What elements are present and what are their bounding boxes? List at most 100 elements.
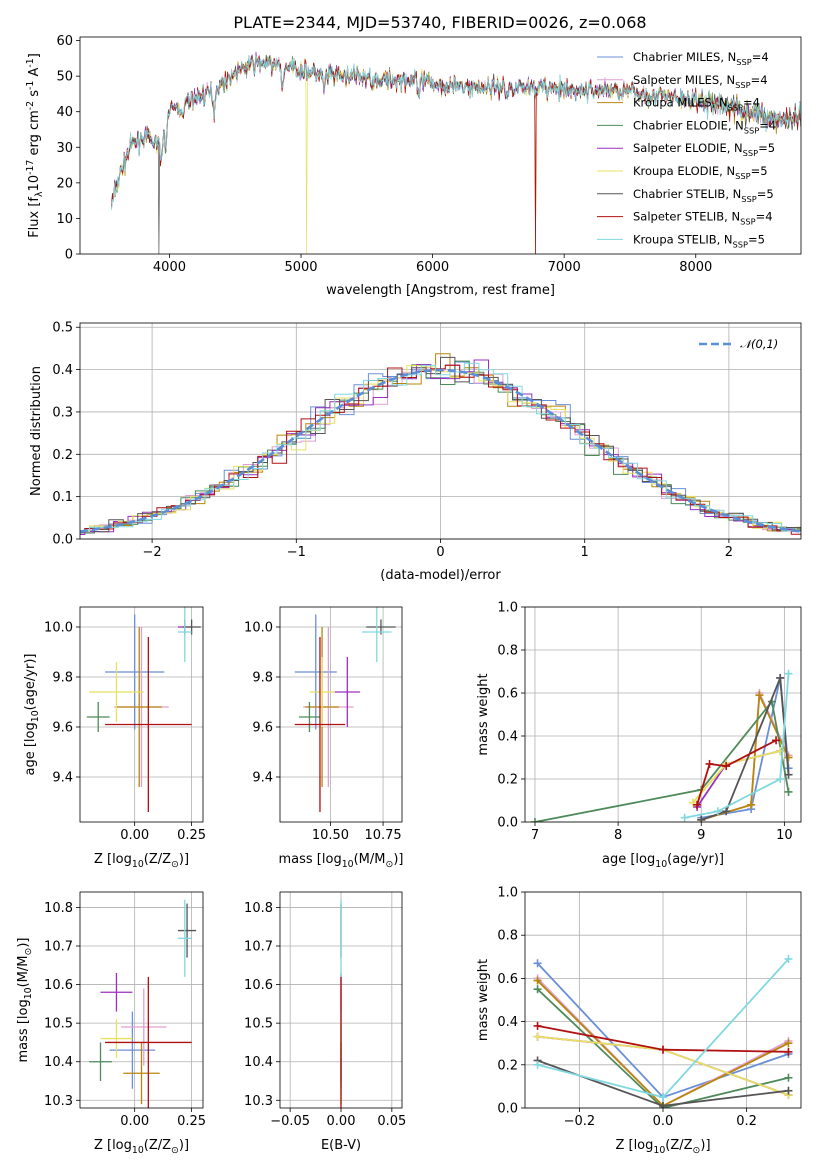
y-tick-label: 1.0 (497, 601, 518, 616)
error-bar-point (100, 1019, 133, 1058)
spectrum-series-line (111, 55, 801, 211)
y-tick-label: 10.5 (244, 1017, 273, 1032)
y-tick-label: 10.7 (244, 940, 273, 955)
legend-entry: Chabrier MILES, NSSP​=4 (633, 50, 769, 67)
legend-entry: Chabrier ELODIE, NSSP​=4 (633, 118, 776, 135)
error-bar-point (86, 702, 110, 732)
x-axis-label: Z [log10​(Z/Z⊙​)] (94, 852, 189, 870)
y-tick-label: 0 (65, 248, 73, 263)
y-tick-label: 10.4 (244, 1055, 273, 1070)
y-tick-label: 10.8 (44, 901, 73, 916)
error-bar-point (89, 1042, 112, 1081)
figure-title: PLATE=2344, MJD=53740, FIBERID=0026, z=0… (233, 13, 646, 32)
x-tick-label: 1 (581, 545, 589, 560)
weight-marker (784, 1047, 793, 1056)
weight-marker (713, 807, 722, 816)
legend-entry: Kroupa MILES, NSSP​=4 (633, 96, 760, 113)
histogram-series-step (80, 364, 801, 535)
legend-entry: Salpeter STELIB, NSSP​=4 (633, 210, 773, 227)
y-tick-label: 0.8 (497, 644, 518, 659)
weight-series-line (684, 673, 790, 819)
x-tick-label: 0.25 (177, 1114, 206, 1129)
error-bar-point (116, 627, 162, 787)
y-tick-label: 10.3 (244, 1094, 273, 1109)
x-tick-label: −0.05 (270, 1114, 310, 1129)
weight-marker (705, 759, 714, 768)
weight-marker (533, 1021, 542, 1030)
y-tick-label: 0.3 (52, 405, 73, 420)
y-tick-label: 1.0 (497, 886, 518, 901)
y-tick-label: 0.0 (52, 533, 73, 548)
y-tick-label: 10.6 (244, 978, 273, 993)
error-bar-point (334, 657, 360, 727)
mass_vs_z-frame (79, 891, 204, 1109)
x-tick-label: 0.0 (653, 1114, 674, 1129)
weight-series-line (696, 739, 777, 806)
y-tick-label: 0.2 (52, 448, 73, 463)
weight-series-line (534, 699, 790, 822)
mass_vs_z-grid (80, 892, 203, 1108)
weight-marker (533, 959, 542, 968)
weight-marker (659, 1093, 667, 1102)
error-bar-point (105, 637, 192, 812)
y-tick-label: 0.2 (497, 1058, 518, 1073)
histogram-series-step (80, 365, 801, 533)
error-bar-point (294, 637, 346, 812)
y-tick-label: 10.0 (244, 621, 273, 636)
weight-marker (784, 1039, 793, 1048)
age_vs_mass-frame (279, 606, 403, 823)
weight-marker (784, 787, 793, 796)
normal-reference-curve (80, 368, 801, 533)
x-tick-label: 9 (697, 828, 705, 843)
error-bar-point (177, 903, 197, 958)
y-tick-label: 10.0 (44, 621, 73, 636)
weight-marker (722, 762, 731, 771)
y-tick-label: 0.8 (497, 929, 518, 944)
error-bar-point (177, 607, 192, 662)
x-tick-label: 0.2 (736, 1114, 757, 1129)
y-tick-label: 0.0 (497, 1102, 518, 1117)
x-axis-label: mass [log10​(M/M⊙​)] (279, 852, 404, 870)
residuals-grid (80, 323, 801, 540)
x-tick-label: −0.2 (564, 1114, 596, 1129)
error-bar-point (121, 988, 167, 1066)
weight_vs_z-grid (525, 891, 801, 1109)
histogram-series-step (80, 359, 801, 535)
weight-marker (533, 1060, 542, 1069)
x-tick-label: 0 (436, 545, 444, 560)
x-axis-label: Z [log10​(Z/Z⊙​)] (94, 1138, 189, 1156)
spectrum-frame (79, 36, 802, 255)
error-bar-point (294, 614, 337, 730)
x-tick-label: 4000 (153, 260, 186, 275)
y-tick-label: 0.5 (52, 321, 73, 336)
error-bar-point (105, 614, 165, 730)
error-bar-point (362, 607, 392, 662)
x-tick-label: 7000 (548, 260, 581, 275)
legend-entry: Chabrier STELIB, NSSP​=5 (633, 187, 774, 204)
y-axis-label: age [log10​(age/yr)] (23, 654, 41, 776)
y-tick-label: 10.8 (244, 901, 273, 916)
weight-marker (784, 669, 793, 678)
weight-marker (693, 800, 702, 809)
legend-entry: Kroupa STELIB, NSSP​=5 (633, 232, 765, 249)
y-tick-label: 0.2 (497, 773, 518, 788)
error-bar-point (298, 702, 320, 732)
age_vs_mass-grid (280, 607, 402, 822)
y-tick-label: 0.1 (52, 490, 73, 505)
x-tick-label: −1 (287, 545, 306, 560)
histogram-series-step (80, 362, 801, 532)
x-axis-label: age [log10​(age/yr)] (602, 852, 724, 870)
y-tick-label: 10.4 (44, 1055, 73, 1070)
x-axis-label: wavelength [Angstrom, rest frame] (326, 283, 555, 298)
error-bar-point (100, 973, 133, 1012)
weight-marker (533, 1032, 542, 1041)
x-tick-label: 0.25 (177, 828, 206, 843)
weight-marker (659, 1045, 667, 1054)
weight-marker (530, 818, 539, 822)
weight-marker (659, 1101, 667, 1108)
x-tick-label: 7 (531, 828, 539, 843)
x-tick-label: 5000 (284, 260, 317, 275)
weight-marker (784, 1073, 793, 1082)
y-axis-label: mass weight (476, 673, 491, 755)
